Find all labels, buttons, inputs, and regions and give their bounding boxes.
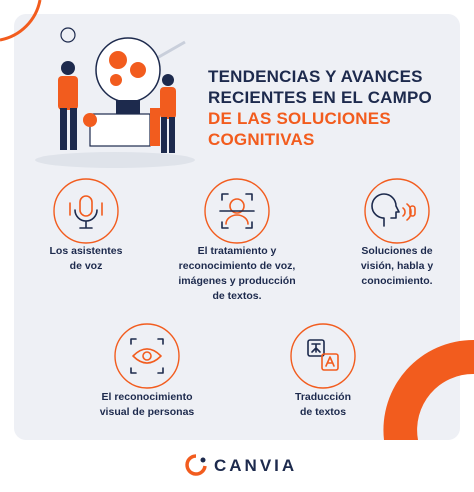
item-label: de textos. (212, 290, 261, 302)
item-label: Traducción (295, 391, 351, 403)
item-labels: Los asistentes de voz El tratamiento y reco… (50, 245, 434, 418)
title-line: TENDENCIAS Y AVANCES (208, 67, 423, 86)
item-label: visual de personas (100, 406, 195, 418)
item-label: visión, habla y (361, 260, 434, 272)
item-label: de voz (70, 260, 103, 272)
illustration (35, 27, 195, 168)
title-line: COGNITIVAS (208, 130, 315, 149)
corner-arc-orange (383, 339, 474, 440)
item-label: Soluciones de (361, 245, 432, 257)
item-label: reconocimiento de voz, (179, 260, 296, 272)
brand-logo: CANVIA (185, 454, 297, 476)
corner-arc (0, 0, 42, 42)
icon-voice-assistant (53, 178, 119, 244)
title-line: DE LAS SOLUCIONES (208, 109, 391, 128)
item-label: El tratamiento y (198, 245, 277, 257)
item-label: imágenes y producción (178, 275, 295, 287)
item-label: El reconocimiento (101, 391, 192, 403)
item-label: conocimiento. (361, 275, 432, 287)
icon-eye (114, 323, 180, 389)
brand-name: CANVIA (214, 456, 297, 475)
icon-translate (290, 323, 356, 389)
item-label: de textos (300, 406, 346, 418)
icon-face-recognition (204, 178, 270, 244)
icon-speech (364, 178, 430, 244)
item-label: Los asistentes (50, 245, 123, 257)
title-line: RECIENTES EN EL CAMPO (208, 88, 432, 107)
